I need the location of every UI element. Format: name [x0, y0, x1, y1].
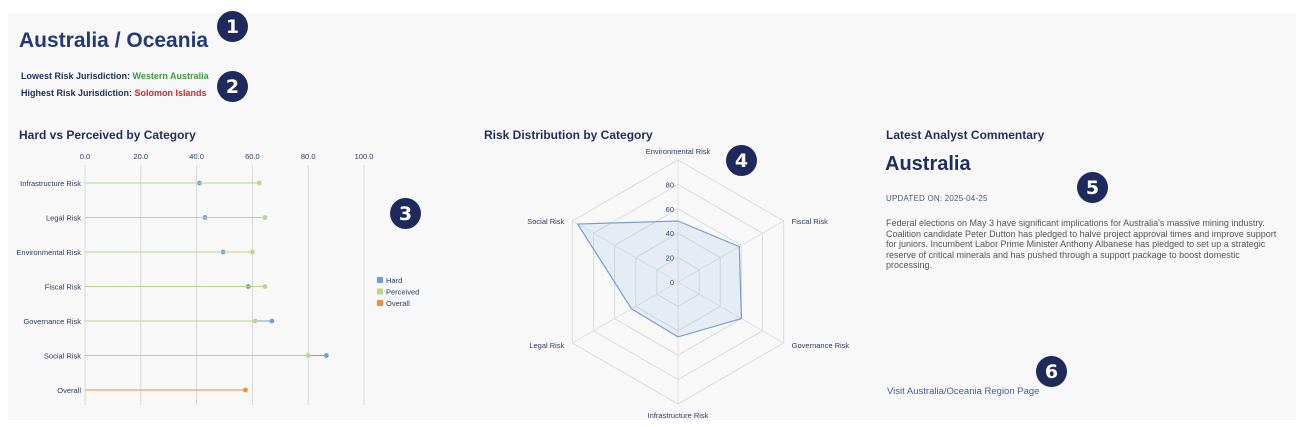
radar-spoke	[677, 281, 784, 344]
radar-spoke	[572, 220, 679, 283]
radar-tick-label: 60	[666, 205, 674, 214]
legend-label: Perceived	[386, 288, 419, 297]
legend-label: Overall	[386, 299, 410, 308]
callout-badge-3: 3	[390, 198, 421, 229]
callout-badge-6: 6	[1036, 356, 1067, 387]
lollipop-point	[256, 180, 262, 186]
radar-spoke	[677, 220, 784, 283]
category-label: Overall	[57, 386, 81, 395]
category-label: Infrastructure Risk	[20, 179, 81, 188]
radar-tick-label: 20	[666, 254, 674, 263]
lollipop-point	[269, 318, 275, 324]
legend-swatch	[377, 277, 383, 283]
category-label: Environmental Risk	[16, 248, 81, 257]
callout-badge-5: 5	[1077, 172, 1108, 203]
legend-swatch	[377, 288, 383, 295]
radar-axis-label: Fiscal Risk	[792, 217, 829, 226]
lollipop-point	[323, 353, 329, 358]
lollipop-point	[250, 249, 255, 255]
page-title: Australia / Oceania	[19, 29, 209, 52]
callout-badge-1: 1	[217, 11, 248, 42]
category-label: Fiscal Risk	[45, 283, 82, 292]
dashboard-panel: Australia / Oceania Lowest Risk Jurisdic…	[8, 11, 1296, 420]
radar-series-area	[576, 220, 743, 338]
radar-axis-label: Social Risk	[527, 217, 564, 226]
radar-chart-title: Risk Distribution by Category	[484, 128, 653, 142]
x-tick-label: 40.0	[189, 152, 204, 161]
category-label: Legal Risk	[46, 214, 81, 223]
hard-vs-perceived-chart: 0.0 20.0 40.0 60.0 80.0 100.0 Infrastructure R…	[16, 152, 419, 405]
risk-distribution-radar-chart: 0 20 40 60 80 Environmental Risk Fiscal Risk Go…	[527, 147, 850, 420]
x-tick-label: 20.0	[133, 152, 148, 161]
radar-tick-label: 0	[670, 278, 674, 287]
lollipop-point	[252, 318, 258, 324]
radar-tick-label: 80	[666, 180, 674, 189]
legend-label: Hard	[386, 276, 402, 285]
radar-axis-label: Governance Risk	[792, 341, 850, 350]
region-page-link[interactable]: Visit Australia/Oceania Region Page	[887, 386, 1040, 397]
lollipop-point	[262, 284, 268, 289]
commentary-updated-date: UPDATED ON: 2025-04-25	[886, 194, 988, 203]
radar-tick-label: 40	[666, 229, 674, 238]
radar-axis-label: Infrastructure Risk	[648, 411, 709, 420]
callout-badge-2: 2	[217, 71, 248, 102]
lollipop-point	[262, 215, 268, 220]
lollipop-point	[305, 353, 311, 358]
radar-spoke	[572, 281, 679, 344]
radar-axis-label: Environmental Risk	[646, 147, 711, 156]
radar-axis-label: Legal Risk	[529, 341, 564, 350]
commentary-title: Latest Analyst Commentary	[886, 128, 1045, 142]
lowest-risk-row: Lowest Risk Jurisdiction: Western Austra…	[21, 71, 209, 81]
commentary-country: Australia	[885, 153, 971, 175]
callout-badge-4: 4	[726, 145, 757, 176]
lollipop-point	[243, 387, 248, 393]
highest-risk-label: Highest Risk Jurisdiction:	[21, 88, 133, 98]
category-label: Governance Risk	[23, 317, 81, 326]
lowest-risk-label: Lowest Risk Jurisdiction:	[21, 71, 131, 81]
x-tick-label: 60.0	[245, 152, 260, 161]
highest-risk-value: Solomon Islands	[134, 88, 207, 98]
lollipop-chart-title: Hard vs Perceived by Category	[19, 128, 196, 142]
legend-swatch	[377, 300, 383, 306]
x-tick-label: 80.0	[301, 152, 316, 161]
highest-risk-row: Highest Risk Jurisdiction: Solomon Islan…	[21, 88, 207, 98]
category-label: Social Risk	[44, 352, 81, 361]
commentary-text: Federal elections on May 3 have signific…	[886, 218, 1277, 271]
lowest-risk-value: Western Australia	[132, 71, 209, 81]
x-tick-label: 100.0	[355, 152, 374, 161]
x-tick-label: 0.0	[80, 152, 90, 161]
